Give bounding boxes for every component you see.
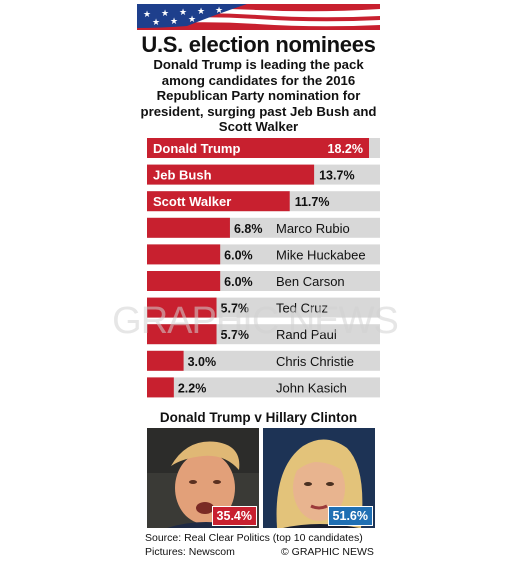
value-label: 6.0% [224,248,253,262]
value-label: 2.2% [178,381,207,395]
trump-percentage-badge: 35.4% [212,506,257,526]
bar [147,244,220,264]
svg-text:★: ★ [152,18,160,28]
bar [147,324,217,344]
bar-row: Jeb Bush 13.7% [147,165,380,185]
category-label: Ben Carson [276,274,345,289]
subtitle: Donald Trump is leading the pack among c… [137,57,380,135]
svg-text:★: ★ [197,7,205,17]
value-label: 11.7% [295,195,330,209]
pictures-credit: Pictures: Newscom [145,546,235,558]
value-label: 6.8% [234,222,263,236]
bar-row: 6.0% Ben Carson [147,271,380,291]
bar-row: 2.2% John Kasich [147,377,380,397]
category-label: Chris Christie [276,354,354,369]
bar [147,218,230,238]
category-label: John Kasich [276,380,347,395]
bar-row: Donald Trump 18.2% [147,138,380,158]
bar-row: 6.8% Marco Rubio [147,218,380,238]
bar-row: 3.0% Chris Christie [147,351,380,371]
bar [147,351,184,371]
svg-text:★: ★ [179,8,187,18]
svg-text:★: ★ [161,9,169,19]
us-flag-banner: ★ ★ ★ ★ ★★ ★ ★ [137,4,380,30]
graphic-news-credit: © GRAPHIC NEWS [281,546,374,558]
category-label: Donald Trump [153,141,240,156]
svg-text:★: ★ [170,17,178,27]
bar-row: Scott Walker 11.7% [147,191,380,211]
category-label: Mike Huckabee [276,247,366,262]
svg-text:★: ★ [188,15,196,25]
category-label: Marco Rubio [276,221,350,236]
bar-row: 5.7% Rand Paul [147,324,380,344]
value-label: 18.2% [328,142,363,156]
value-label: 6.0% [224,275,253,289]
svg-text:★: ★ [215,6,223,16]
value-label: 5.7% [221,302,250,316]
category-label: Rand Paul [276,327,337,342]
category-label: Scott Walker [153,194,231,209]
clinton-percentage-badge: 51.6% [328,506,373,526]
bar-row: 6.0% Mike Huckabee [147,244,380,264]
page-title: U.S. election nominees [137,32,380,58]
bar-row: 5.7% Ted Cruz [147,298,380,318]
source-note: Source: Real Clear Politics (top 10 cand… [145,532,363,544]
svg-text:★: ★ [143,10,151,20]
value-label: 13.7% [319,169,354,183]
bar [147,377,174,397]
category-label: Ted Cruz [276,301,328,316]
category-label: Jeb Bush [153,168,212,183]
clinton-photo: 51.6% [263,428,375,528]
trump-photo: 35.4% [147,428,259,528]
value-label: 3.0% [188,355,217,369]
bar-chart: Donald Trump 18.2% Jeb Bush 13.7% Scott Walk… [137,138,380,404]
value-label: 5.7% [221,328,250,342]
bar [147,271,220,291]
bar [147,298,217,318]
head-to-head-title: Donald Trump v Hillary Clinton [137,410,380,425]
